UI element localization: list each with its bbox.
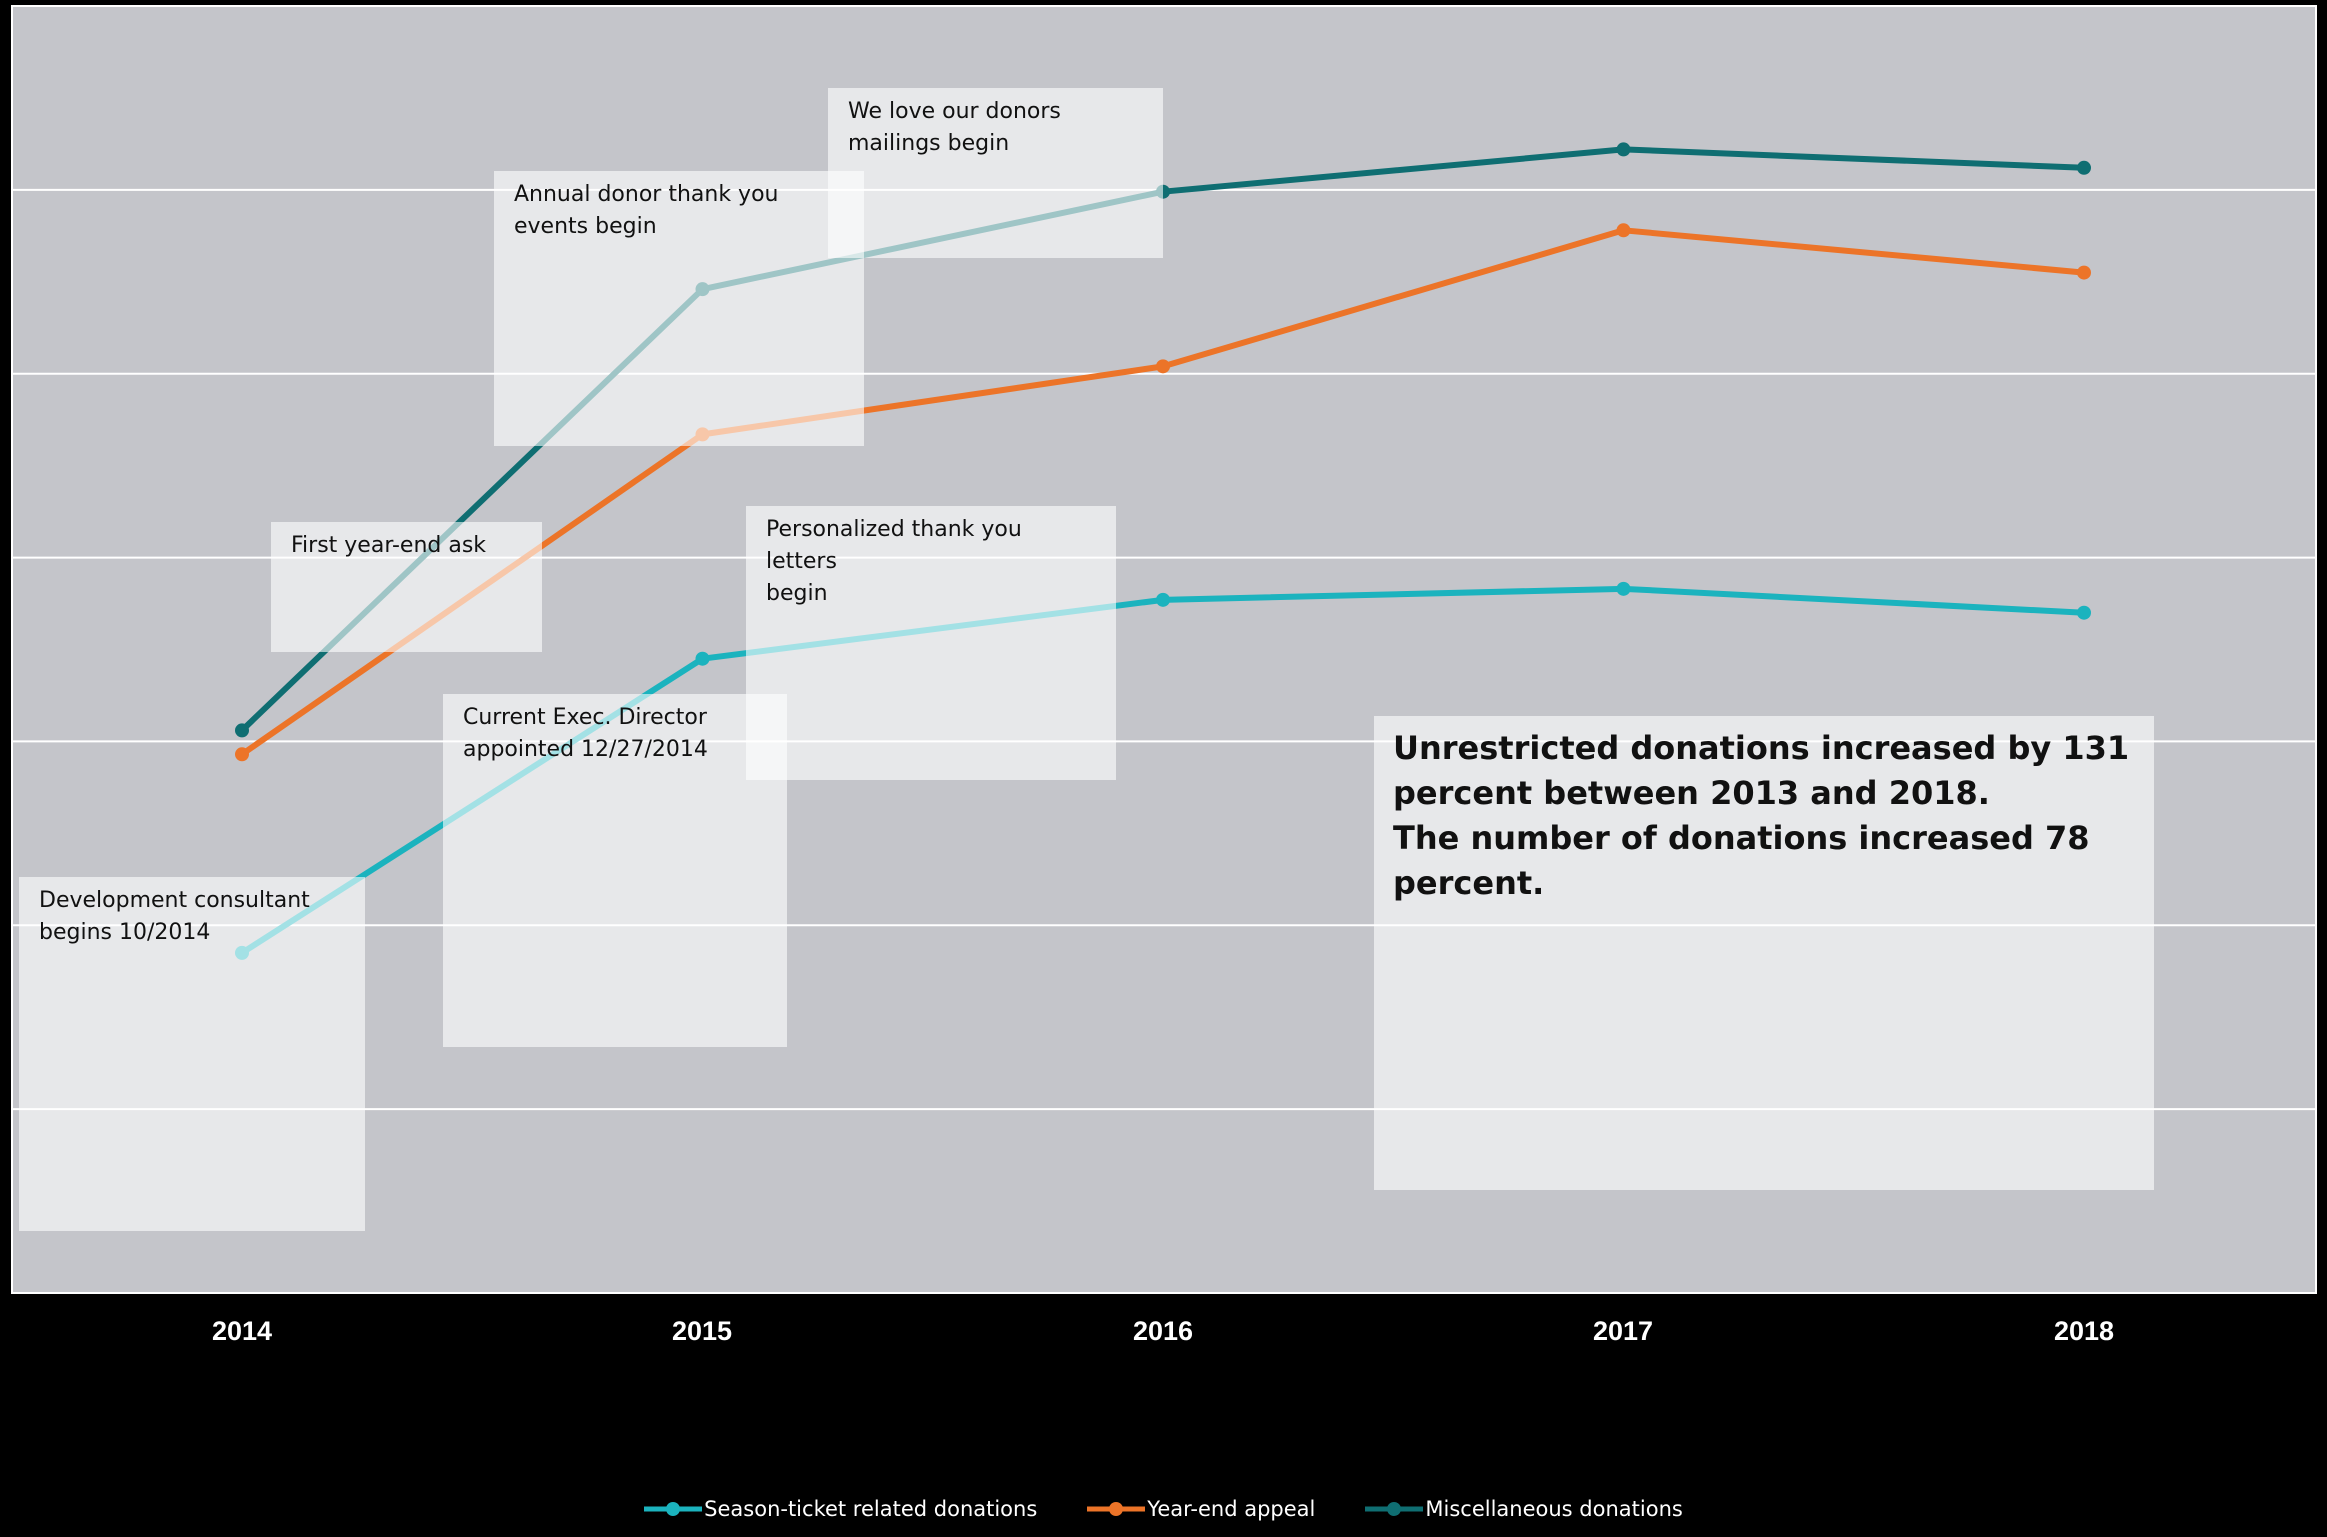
legend-swatch-year-end-appeal [1087,1502,1146,1516]
annotation-line: Current Exec. Director [463,705,707,730]
data-point [2077,605,2091,620]
legend: Season-ticket related donations Year-end… [0,1497,2327,1521]
annotation-year-end-ask: First year-end ask [271,522,542,652]
data-point [1156,592,1170,607]
annotation-line: Annual donor thank you [514,182,779,207]
x-tick-label: 2015 [671,1316,733,1346]
annotation-line: Development consultant [39,888,310,913]
data-point [1616,581,1631,596]
x-tick-label: 2014 [211,1316,273,1346]
annotation-thank-you-letters: Personalized thank you letters begin [746,506,1116,780]
legend-label: Year-end appeal [1147,1497,1316,1521]
annotation-line: begin [766,581,828,606]
annotation-thank-you-events: Annual donor thank you events begin [494,171,864,446]
annotation-mailings: We love our donors mailings begin [828,88,1163,258]
legend-swatch-miscellaneous [1365,1502,1424,1516]
x-tick-label: 2016 [1132,1316,1194,1346]
legend-label: Miscellaneous donations [1425,1497,1683,1521]
annotation-line: First year-end ask [291,533,487,558]
data-point [1616,223,1631,238]
data-point [2077,265,2091,280]
legend-item-miscellaneous: Miscellaneous donations [1365,1497,1683,1521]
data-point [1616,142,1631,157]
data-point [695,651,710,666]
annotation-development-consultant: Development consultant begins 10/2014 [19,877,365,1231]
annotation-line: Personalized thank you letters [766,517,1022,574]
legend-label: Season-ticket related donations [704,1497,1038,1521]
annotation-line: begins 10/2014 [39,920,211,945]
legend-item-season-ticket: Season-ticket related donations [644,1497,1037,1521]
annotation-line: events begin [514,214,657,239]
annotation-line: The number of donations increased 78 per… [1393,819,2090,902]
annotation-line: Unrestricted donations increased by 131 [1393,729,2130,767]
annotation-line: mailings begin [848,131,1010,156]
data-point [1156,359,1170,374]
data-point [235,747,249,762]
legend-item-year-end-appeal: Year-end appeal [1087,1497,1315,1521]
annotation-line: appointed 12/27/2014 [463,737,708,762]
annotation-line: percent between 2013 and 2018. [1393,774,1990,812]
x-tick-label: 2017 [1592,1316,1654,1346]
x-tick-label: 2018 [2053,1316,2115,1346]
annotation-line: We love our donors [848,99,1061,124]
data-point [235,723,249,738]
legend-swatch-season-ticket [644,1502,703,1516]
data-point [2077,160,2091,175]
annotation-exec-director: Current Exec. Director appointed 12/27/2… [443,694,787,1047]
annotation-summary: Unrestricted donations increased by 131 … [1374,716,2154,1190]
